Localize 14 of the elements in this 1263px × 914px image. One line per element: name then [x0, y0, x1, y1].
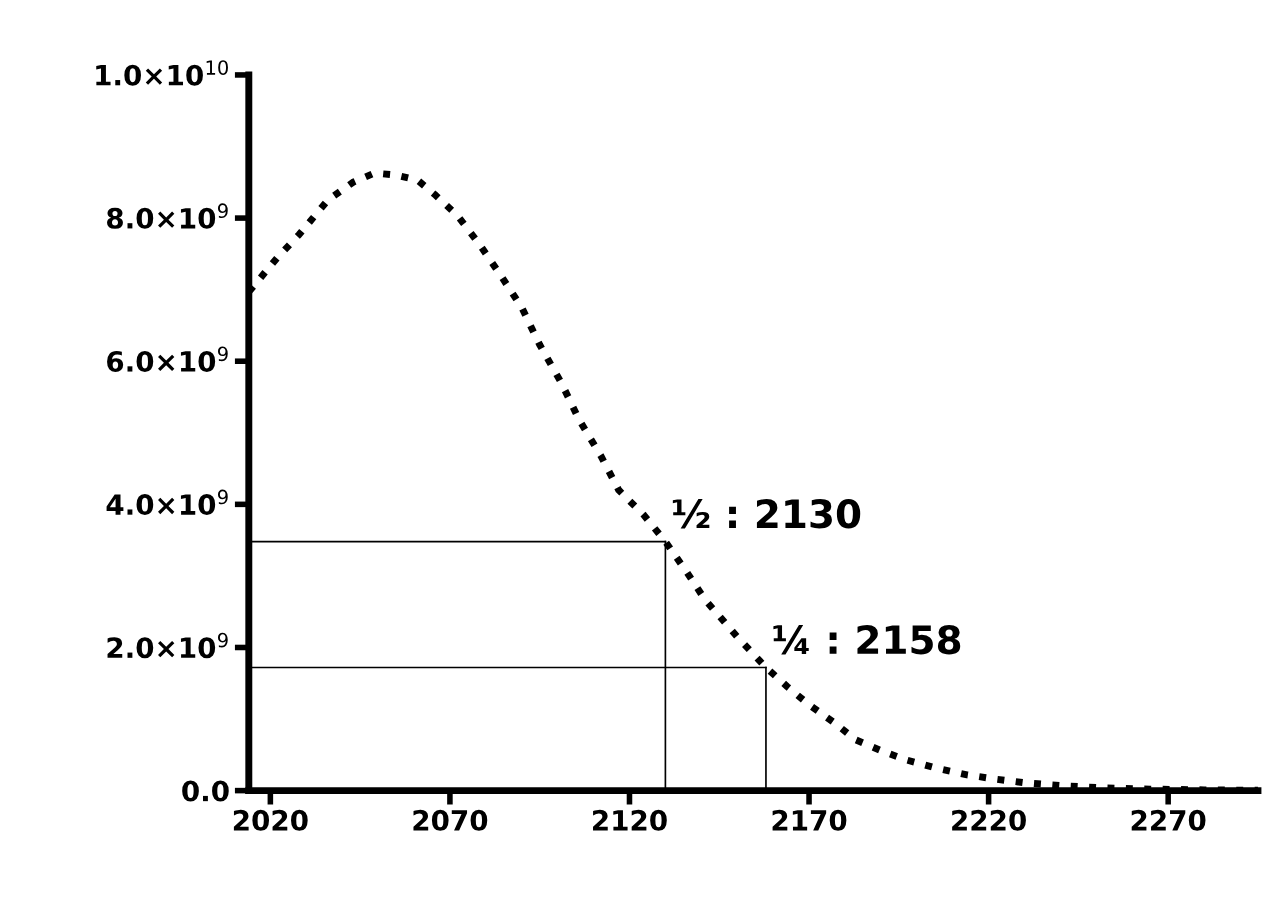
x-tick-label: 2270 [1131, 809, 1206, 831]
y-tick-label: 8.0×10$^{9}$ [107, 203, 228, 229]
y-tick-label: 0.0 [182, 780, 229, 802]
x-tick-label: 2170 [772, 809, 847, 831]
y-tick-label: 6.0×10$^{9}$ [107, 346, 228, 372]
x-tick-label: 2020 [233, 809, 308, 831]
x-tick-label: 2120 [593, 809, 667, 831]
x-tick-label: 2220 [952, 809, 1026, 831]
y-tick-label: 2.0×10$^{9}$ [107, 632, 228, 659]
annotation: ½ : 2130 [672, 499, 861, 529]
y-tick-label: 4.0×10$^{9}$ [106, 489, 228, 516]
x-tick-label: 2070 [413, 809, 488, 831]
y-tick-label: 1.0×10$^{10}$ [96, 60, 228, 86]
annotation: ¼ : 2158 [773, 625, 961, 655]
